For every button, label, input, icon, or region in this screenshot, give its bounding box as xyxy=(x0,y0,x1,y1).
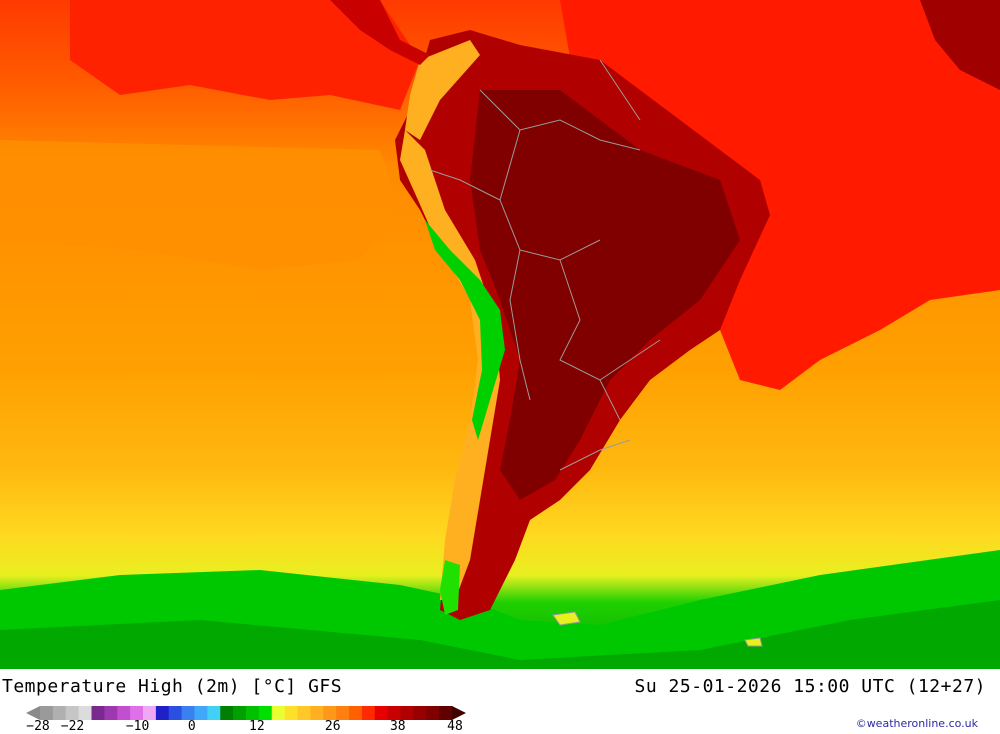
central-america-land xyxy=(330,0,430,65)
south-america-hot-core xyxy=(470,90,740,500)
legend-swatch xyxy=(336,706,350,720)
legend-tick-label: −28 xyxy=(26,719,50,734)
pacific-north-warm-region xyxy=(70,0,420,110)
legend-swatch xyxy=(143,706,157,720)
legend-swatch xyxy=(65,706,80,720)
legend-tick-label: 38 xyxy=(389,719,406,734)
legend-swatch xyxy=(246,706,260,720)
country-borders xyxy=(429,59,661,471)
southern-colder-region xyxy=(0,600,1000,669)
legend-swatch xyxy=(297,706,311,720)
legend-swatch xyxy=(387,706,401,720)
west-africa-land xyxy=(920,0,1000,90)
falklands-land xyxy=(552,611,581,626)
legend-swatch xyxy=(310,706,324,720)
legend-arrow-low xyxy=(26,706,40,720)
legend-tick-label: 12 xyxy=(249,719,265,734)
legend-swatch xyxy=(439,706,453,720)
legend-swatch xyxy=(361,706,376,720)
legend-swatch xyxy=(413,706,427,720)
legend-swatch xyxy=(40,706,54,720)
pacific-subtropical-band xyxy=(0,140,400,270)
atlantic-warm-region xyxy=(560,0,1000,390)
legend-swatch xyxy=(194,706,208,720)
legend-swatch xyxy=(349,706,363,720)
northern-andes-strip xyxy=(405,40,480,140)
legend-swatch xyxy=(207,706,221,720)
andes-orange-strip xyxy=(400,130,500,600)
legend-swatch xyxy=(374,706,389,720)
temperature-map xyxy=(0,0,1000,669)
temperature-legend xyxy=(26,706,466,720)
legend-swatch xyxy=(155,706,170,720)
legend-swatch xyxy=(117,706,131,720)
legend-swatch xyxy=(168,706,183,720)
legend-tick-label: −22 xyxy=(60,719,85,734)
legend-swatch xyxy=(426,706,440,720)
legend-tick-label: 48 xyxy=(447,719,463,734)
legend-swatch xyxy=(220,706,234,720)
legend-arrow-high xyxy=(452,706,466,720)
andes-cool-strip xyxy=(425,220,505,440)
south-georgia-land xyxy=(744,637,763,647)
legend-swatch xyxy=(258,706,273,720)
legend-swatch xyxy=(91,706,105,720)
legend-swatch xyxy=(130,706,144,720)
legend-swatch xyxy=(104,706,118,720)
legend-swatch xyxy=(78,706,92,720)
legend-tick-label: −10 xyxy=(125,719,150,734)
legend-swatch xyxy=(323,706,337,720)
valid-time: Su 25-01-2026 15:00 UTC (12+27) xyxy=(634,676,986,697)
patagonia-cool-strip xyxy=(440,560,460,615)
map-title: Temperature High (2m) [°C] GFS xyxy=(2,676,343,697)
credit-link[interactable]: ©weatheronline.co.uk xyxy=(855,717,978,730)
legend-swatch xyxy=(233,706,247,720)
legend-swatch xyxy=(181,706,195,720)
legend-swatch xyxy=(284,706,298,720)
footer-bar xyxy=(0,669,1000,733)
legend-swatch xyxy=(52,706,67,720)
legend-swatch xyxy=(271,706,286,720)
legend-swatch xyxy=(400,706,414,720)
legend-tick-label: 0 xyxy=(187,719,196,734)
legend-tick-label: 26 xyxy=(324,719,341,734)
